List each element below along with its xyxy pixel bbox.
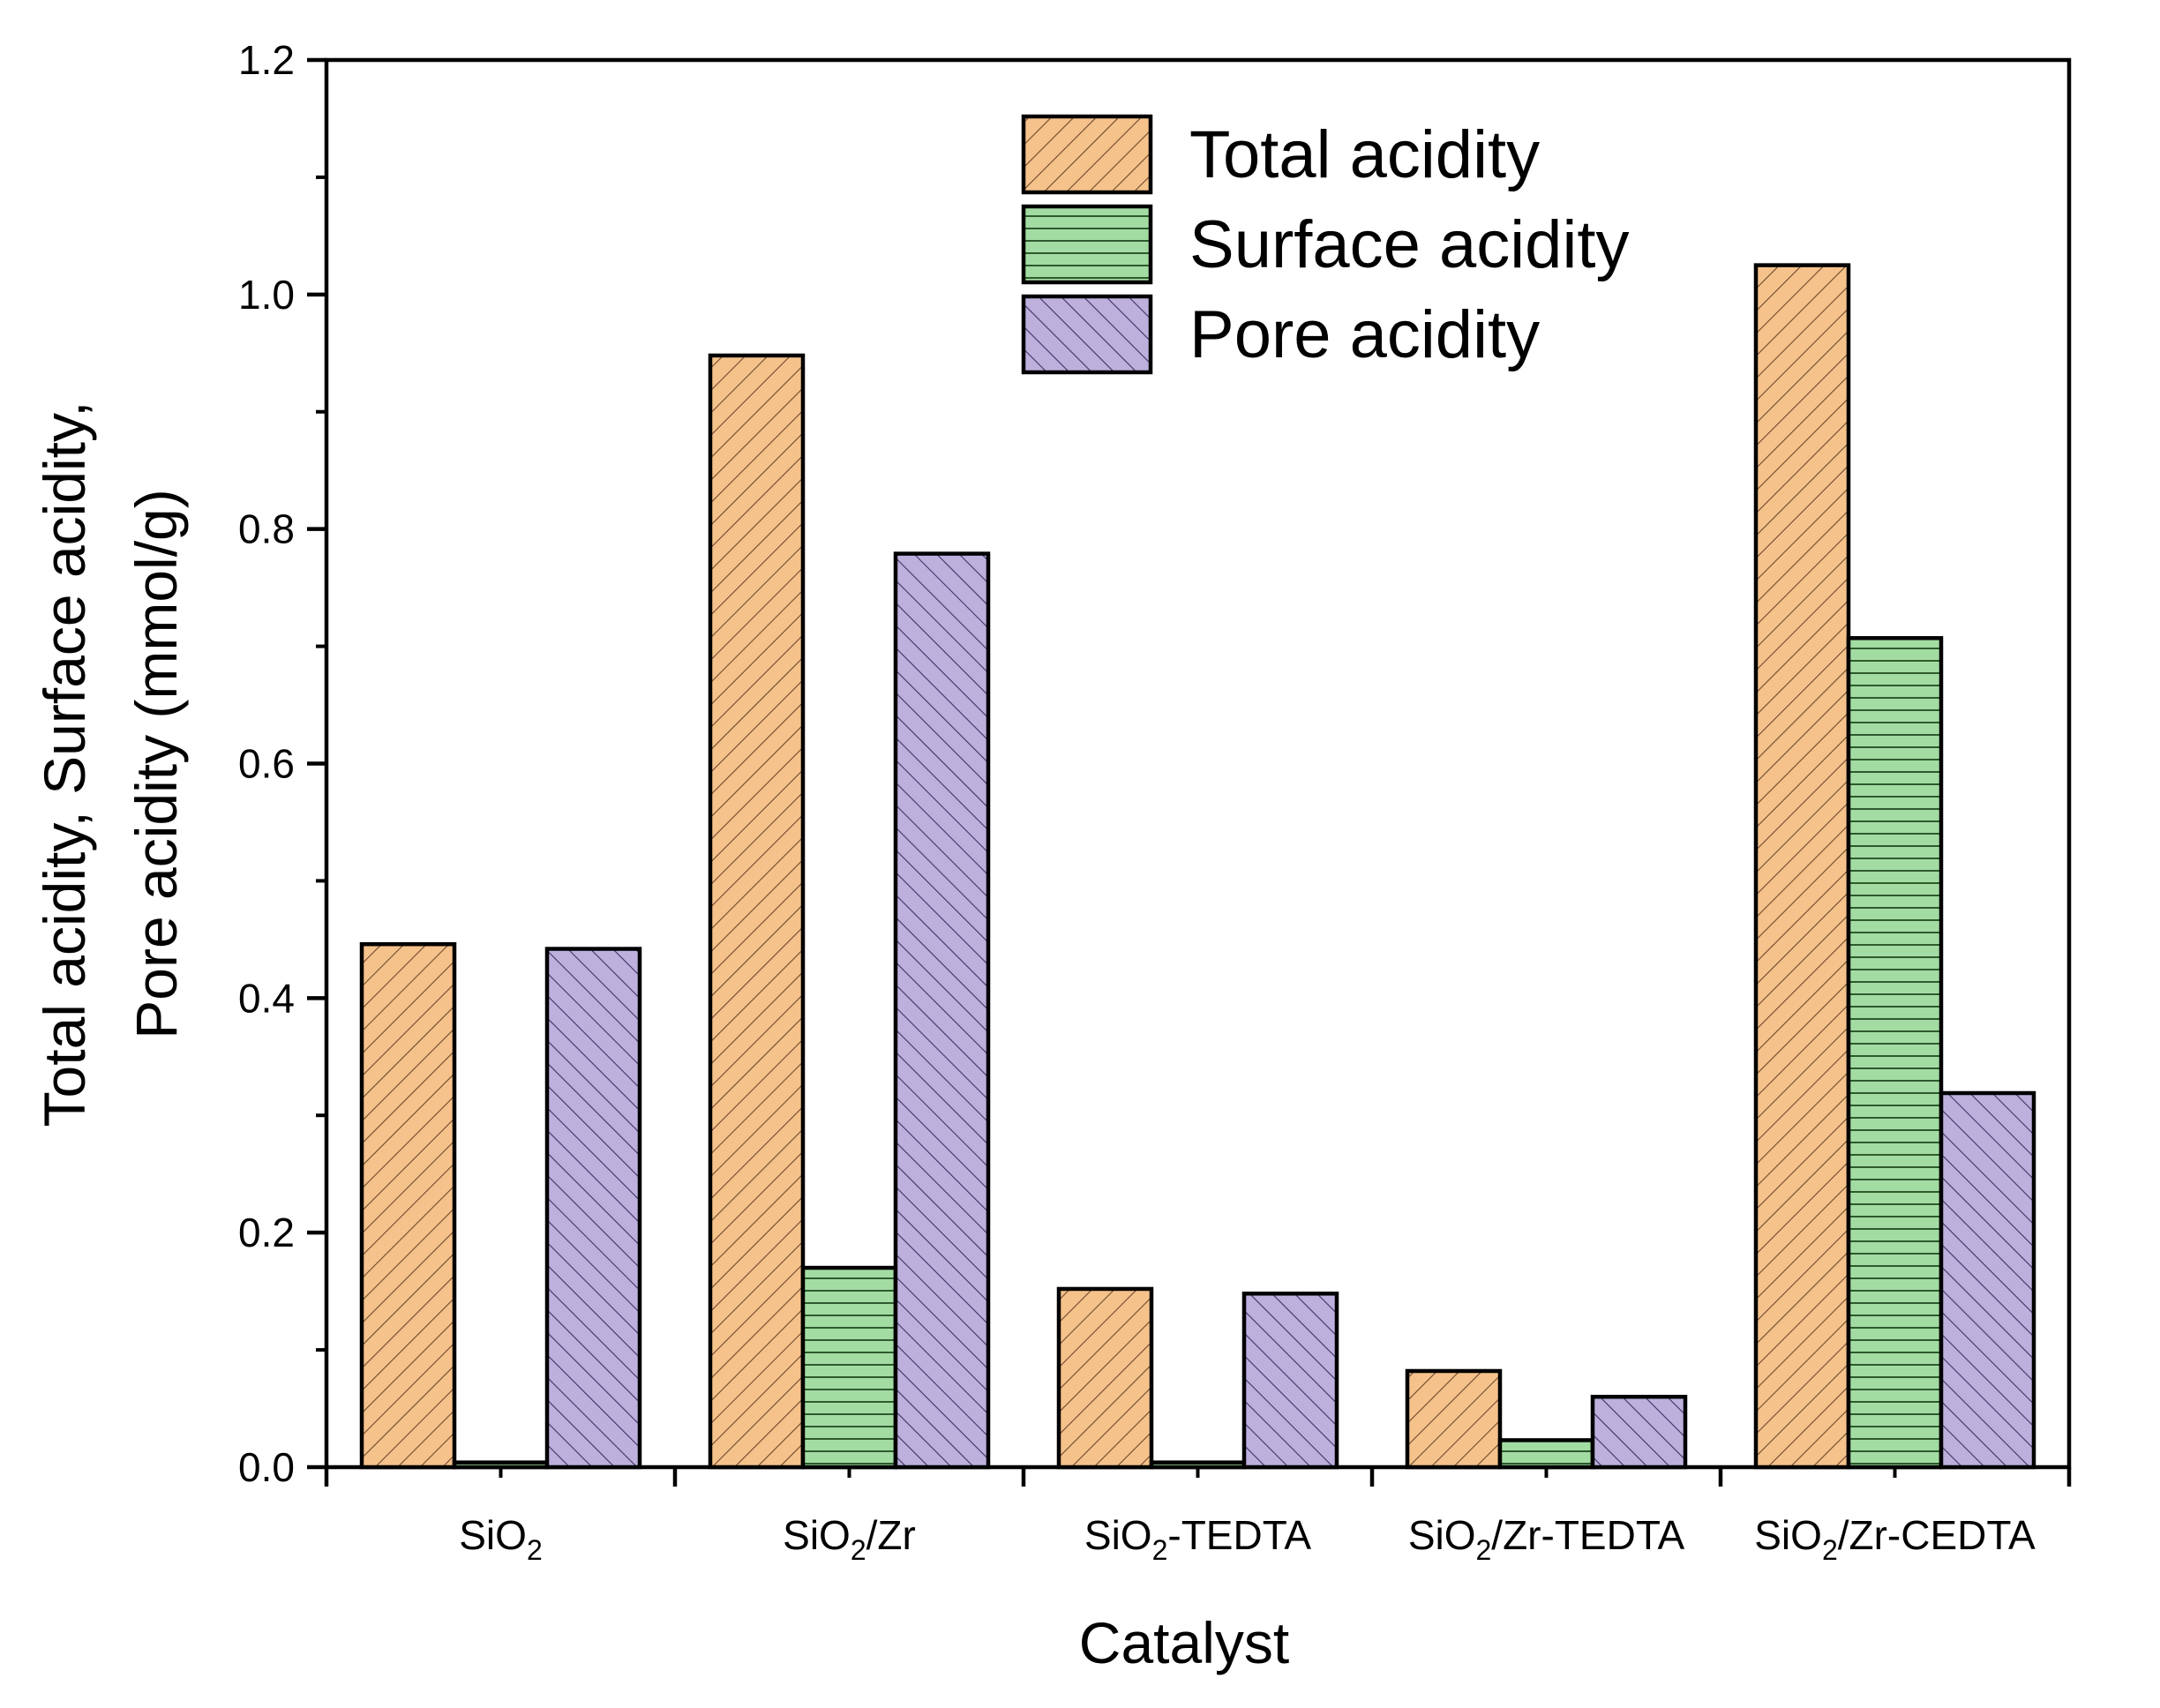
y-tick-label: 0.6	[238, 741, 295, 787]
x-category-label: SiO2-TEDTA	[1084, 1512, 1311, 1566]
y-tick-label: 0.8	[238, 506, 295, 552]
legend-label-surface-acidity: Surface acidity	[1189, 207, 1629, 282]
legend-swatch-total-acidity	[1021, 114, 1153, 195]
legend-label-pore-acidity: Pore acidity	[1189, 297, 1540, 372]
bar-surface-acidity-4	[1497, 1438, 1595, 1470]
bar-total-acidity-4	[1405, 1368, 1503, 1470]
y-axis-title-line-1: Total acidity, Surface acidity,	[32, 401, 97, 1127]
bar-pore-acidity-3	[1241, 1292, 1339, 1470]
bar-surface-acidity-5	[1846, 636, 1944, 1470]
x-category-label: SiO2/Zr-TEDTA	[1408, 1512, 1685, 1566]
y-tick-label: 0.2	[238, 1210, 295, 1255]
y-tick-label: 1.2	[238, 37, 295, 83]
y-axis-title-line-2: Pore acidity (mmol/g)	[124, 489, 189, 1039]
legend-label-total-acidity: Total acidity	[1189, 117, 1540, 192]
bar-surface-acidity-3	[1149, 1460, 1247, 1470]
x-axis-ticks: SiO2 SiO2/Zr SiO2-TEDTA SiO2/Zr-TEDTA SiO2/Z…	[324, 1467, 2072, 1566]
bar-total-acidity-2	[708, 353, 806, 1470]
bar-surface-acidity-2	[800, 1265, 898, 1470]
bar-pore-acidity-5	[1939, 1090, 2036, 1470]
bar-pore-acidity-1	[544, 947, 642, 1470]
bar-pore-acidity-4	[1590, 1395, 1688, 1470]
y-tick-label: 0.4	[238, 975, 295, 1021]
y-tick-label: 0.0	[238, 1444, 295, 1490]
x-category-label: SiO2	[459, 1512, 542, 1566]
legend-swatch-surface-acidity	[1021, 204, 1153, 285]
bars-group	[359, 263, 2036, 1470]
x-category-label: SiO2/Zr-CEDTA	[1754, 1512, 2036, 1566]
x-axis-title: Catalyst	[1079, 1610, 1289, 1675]
bar-total-acidity-3	[1056, 1286, 1154, 1470]
bar-surface-acidity-1	[452, 1460, 550, 1470]
legend: Total acidity Surface acidity Pore acidi…	[1021, 114, 1629, 375]
y-axis-ticks: 0.0 0.2 0.4 0.6 0.8 1.0 1.2	[238, 37, 326, 1490]
bar-total-acidity-1	[359, 941, 457, 1470]
bar-pore-acidity-2	[893, 551, 991, 1470]
y-tick-label: 1.0	[238, 272, 295, 318]
x-category-label: SiO2/Zr	[783, 1512, 916, 1566]
bar-total-acidity-5	[1753, 263, 1851, 1470]
legend-swatch-pore-acidity	[1021, 294, 1153, 375]
